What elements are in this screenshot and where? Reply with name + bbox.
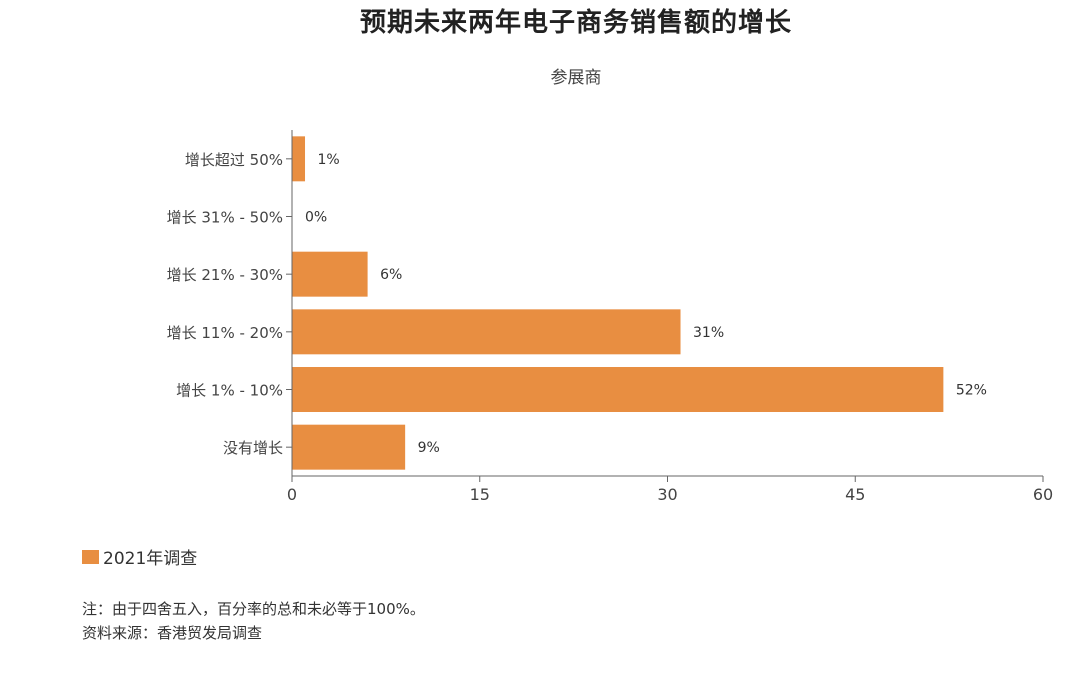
chart-title: 预期未来两年电子商务销售额的增长	[359, 8, 792, 38]
x-tick-label: 30	[657, 485, 677, 504]
data-label: 6%	[380, 267, 402, 283]
bar	[292, 309, 681, 355]
category-label: 增长 11% - 20%	[167, 324, 283, 342]
legend-label: 2021年调查	[103, 549, 198, 569]
x-tick-label: 0	[287, 485, 297, 504]
source-note: 资料来源：香港贸发局调查	[82, 624, 263, 642]
category-label: 增长超过 50%	[185, 151, 283, 169]
data-label: 1%	[318, 152, 340, 168]
category-label: 增长 1% - 10%	[176, 382, 283, 400]
legend[interactable]: 2021年调查	[82, 544, 197, 569]
bar	[292, 367, 944, 412]
data-label: 52%	[956, 383, 987, 399]
bar	[292, 251, 368, 297]
data-label: 31%	[693, 325, 724, 341]
x-tick-label: 45	[845, 485, 865, 504]
chart-subtitle: 参展商	[550, 68, 602, 88]
category-label: 没有增长	[223, 439, 283, 457]
x-tick-label: 15	[470, 485, 490, 504]
rounding-note: 注：由于四舍五入，百分率的总和未必等于100%。	[82, 600, 425, 618]
footnotes: 注：由于四舍五入，百分率的总和未必等于100%。 资料来源：香港贸发局调查	[82, 597, 425, 645]
x-tick-label: 60	[1033, 485, 1053, 504]
category-label: 增长 31% - 50%	[167, 209, 283, 227]
legend-swatch	[82, 549, 99, 564]
category-label: 增长 21% - 30%	[167, 266, 283, 284]
bar	[292, 424, 406, 470]
data-label: 0%	[305, 210, 327, 226]
bar	[292, 136, 306, 182]
data-label: 9%	[418, 440, 440, 456]
